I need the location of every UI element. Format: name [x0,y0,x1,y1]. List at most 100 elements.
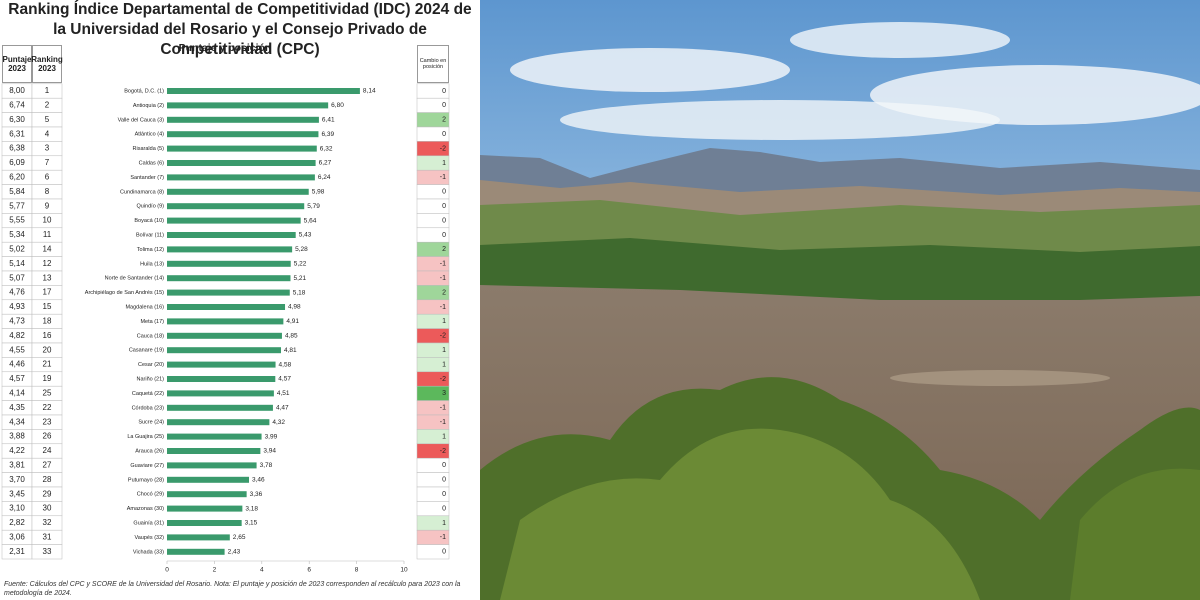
category-label: Guainía (31) [133,520,164,526]
category-label: Boyacá (10) [134,218,164,224]
ranking-2023: 5 [45,115,50,124]
value-label: 5,43 [299,232,312,239]
x-tick-label: 6 [307,567,311,574]
category-label: Quindío (9) [136,204,164,210]
value-label: 4,91 [286,318,299,325]
category-label: Cesar (20) [138,362,164,368]
category-label: Norte de Santander (14) [105,276,164,282]
ranking-2023: 30 [43,504,52,513]
bar [167,116,319,123]
category-label: Cundinamarca (8) [120,189,164,195]
ranking-2023: 19 [43,374,52,383]
puntaje-2023: 4,46 [9,360,25,369]
bar [167,102,329,109]
ranking-2023: 9 [45,201,50,210]
bar [167,332,282,339]
category-label: Risaralda (5) [133,146,165,152]
value-label: 6,32 [320,145,333,152]
category-label: Tolima (12) [137,247,164,253]
puntaje-2023: 6,20 [9,173,25,182]
value-label: 6,41 [322,117,335,124]
bar [167,419,270,426]
puntaje-2023: 4,35 [9,403,25,412]
bar [167,361,276,368]
bar [167,217,301,224]
category-label: Bogotá, D.C. (1) [124,88,164,94]
cambio-value: 0 [442,217,446,224]
cambio-value: -1 [440,275,446,282]
category-label: Vaupés (32) [134,535,164,541]
cambio-value: 2 [442,246,446,253]
cambio-value: -1 [440,174,446,181]
ranking-2023: 31 [43,533,52,542]
category-label: Vichada (33) [133,549,164,555]
category-label: Sucre (24) [138,420,164,426]
cambio-value: -2 [440,145,446,152]
bar [167,203,305,210]
category-label: Casanare (19) [129,348,164,354]
puntaje-2023: 5,34 [9,230,25,239]
cambio-value: 0 [442,203,446,210]
ranking-2023: 29 [43,489,52,498]
cambio-value: 1 [442,520,446,527]
bar [167,260,291,267]
bar [167,232,296,238]
ranking-2023: 27 [43,461,52,470]
ranking-2023: 22 [43,403,52,412]
category-label: Bolívar (11) [136,232,164,238]
cambio-value: -2 [440,333,446,340]
cambio-value: 3 [442,390,446,397]
value-label: 8,14 [363,88,376,95]
ranking-2023: 33 [43,547,52,556]
table-header: Ranking 2023 [31,45,63,83]
puntaje-2023: 4,73 [9,317,25,326]
cambio-value: 0 [442,131,446,138]
bar [167,246,293,253]
puntaje-2023: 6,30 [9,115,25,124]
ranking-2023: 26 [43,432,52,441]
category-label: Magdalena (16) [125,304,164,310]
puntaje-2023: 4,14 [9,389,25,398]
value-label: 6,39 [321,131,334,138]
value-label: 4,32 [272,419,285,426]
cambio-value: 0 [442,189,446,196]
cambio-value: 0 [442,232,446,239]
value-label: 3,78 [260,462,273,469]
category-label: Chocó (29) [137,492,164,498]
value-label: 5,22 [294,261,307,268]
puntaje-2023: 5,14 [9,259,25,268]
puntaje-2023: 3,06 [9,533,25,542]
puntaje-2023: 3,10 [9,504,25,513]
value-label: 2,65 [233,534,246,541]
puntaje-2023: 4,57 [9,374,25,383]
category-label: Putumayo (28) [128,477,164,483]
puntaje-2023: 5,02 [9,245,25,254]
ranking-2023: 25 [43,389,52,398]
cambio-value: 0 [442,491,446,498]
bar [167,491,247,498]
bar [167,505,243,512]
value-label: 3,15 [245,520,258,527]
ranking-2023: 14 [43,245,52,254]
ranking-2023: 10 [43,216,52,225]
ranking-2023: 12 [43,259,52,268]
value-label: 6,80 [331,102,344,109]
bar [167,404,273,411]
landscape-photo [480,0,1200,600]
ranking-2023: 8 [45,187,50,196]
puntaje-2023: 5,55 [9,216,25,225]
ranking-2023: 11 [43,230,52,239]
category-label: Antioquia (2) [133,103,164,109]
bar [167,160,316,166]
chart-subtitle: Puntaje y posición [179,42,272,54]
bar [167,433,262,440]
category-label: La Guajira (25) [127,434,164,440]
puntaje-2023: 3,88 [9,432,25,441]
table-header: Puntaje 2023 [2,45,32,83]
chart: Puntaje y posición 0 2 4 6 8 108,00 1 Bogotá, D… [1,42,450,574]
bar [167,390,274,397]
puntaje-2023: 3,45 [9,489,25,498]
ranking-2023: 24 [43,446,52,455]
ranking-2023: 21 [43,360,52,369]
